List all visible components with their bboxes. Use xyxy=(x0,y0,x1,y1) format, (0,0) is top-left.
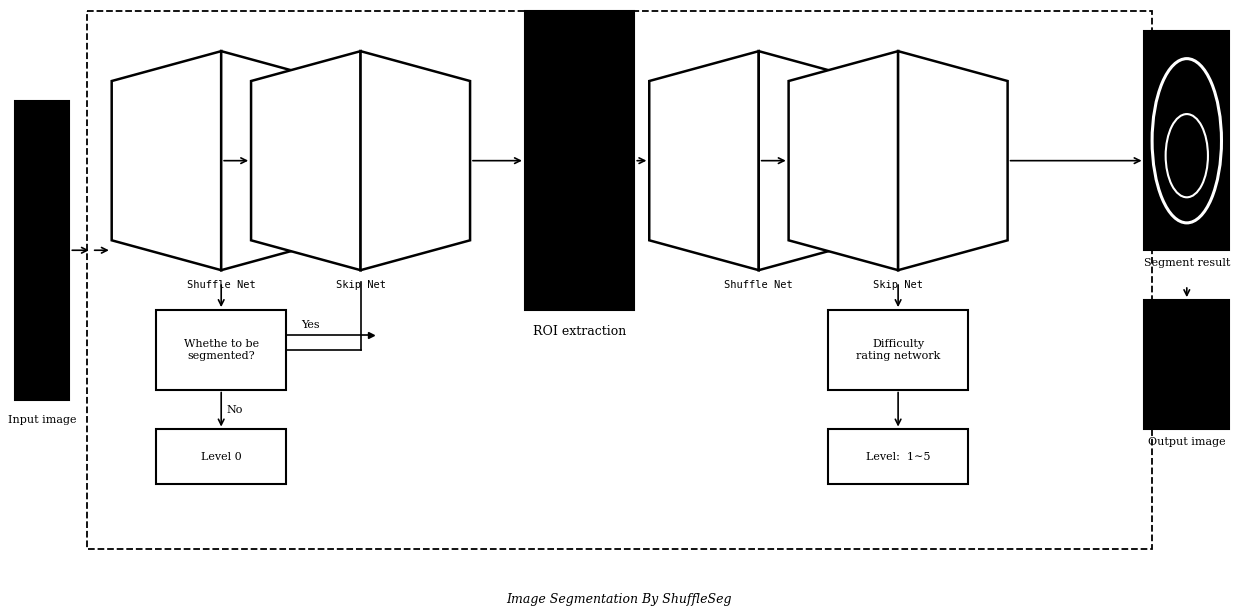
Bar xyxy=(15,101,69,400)
Text: Shuffle Net: Shuffle Net xyxy=(724,280,794,290)
Text: Image Segmentation By ShuffleSeg: Image Segmentation By ShuffleSeg xyxy=(507,592,732,606)
Text: Whethe to be
segmented?: Whethe to be segmented? xyxy=(184,339,259,360)
Bar xyxy=(1145,300,1229,430)
Text: Input image: Input image xyxy=(7,414,77,425)
Ellipse shape xyxy=(1166,114,1208,197)
Bar xyxy=(828,310,967,390)
Polygon shape xyxy=(361,51,470,270)
Text: Yes: Yes xyxy=(301,320,320,330)
Polygon shape xyxy=(759,51,868,270)
Text: Shuffle Net: Shuffle Net xyxy=(187,280,255,290)
Text: Difficulty
rating network: Difficulty rating network xyxy=(856,339,940,360)
Polygon shape xyxy=(221,51,331,270)
Text: Output image: Output image xyxy=(1148,438,1225,447)
Text: Skip Net: Skip Net xyxy=(336,280,386,290)
Polygon shape xyxy=(650,51,759,270)
Bar xyxy=(87,12,1152,549)
Text: No: No xyxy=(226,405,243,414)
Text: Level:  1∼5: Level: 1∼5 xyxy=(866,452,930,462)
Ellipse shape xyxy=(1152,59,1221,223)
Bar xyxy=(156,430,286,484)
Text: ROI extraction: ROI extraction xyxy=(533,325,626,338)
Text: Level 0: Level 0 xyxy=(201,452,242,462)
Text: Skip Net: Skip Net xyxy=(873,280,923,290)
Polygon shape xyxy=(112,51,221,270)
Polygon shape xyxy=(250,51,361,270)
Polygon shape xyxy=(789,51,898,270)
Bar xyxy=(1145,31,1229,250)
Polygon shape xyxy=(898,51,1008,270)
Bar xyxy=(828,430,967,484)
Text: Segment result: Segment result xyxy=(1143,258,1230,268)
Bar xyxy=(525,12,635,310)
Bar xyxy=(156,310,286,390)
